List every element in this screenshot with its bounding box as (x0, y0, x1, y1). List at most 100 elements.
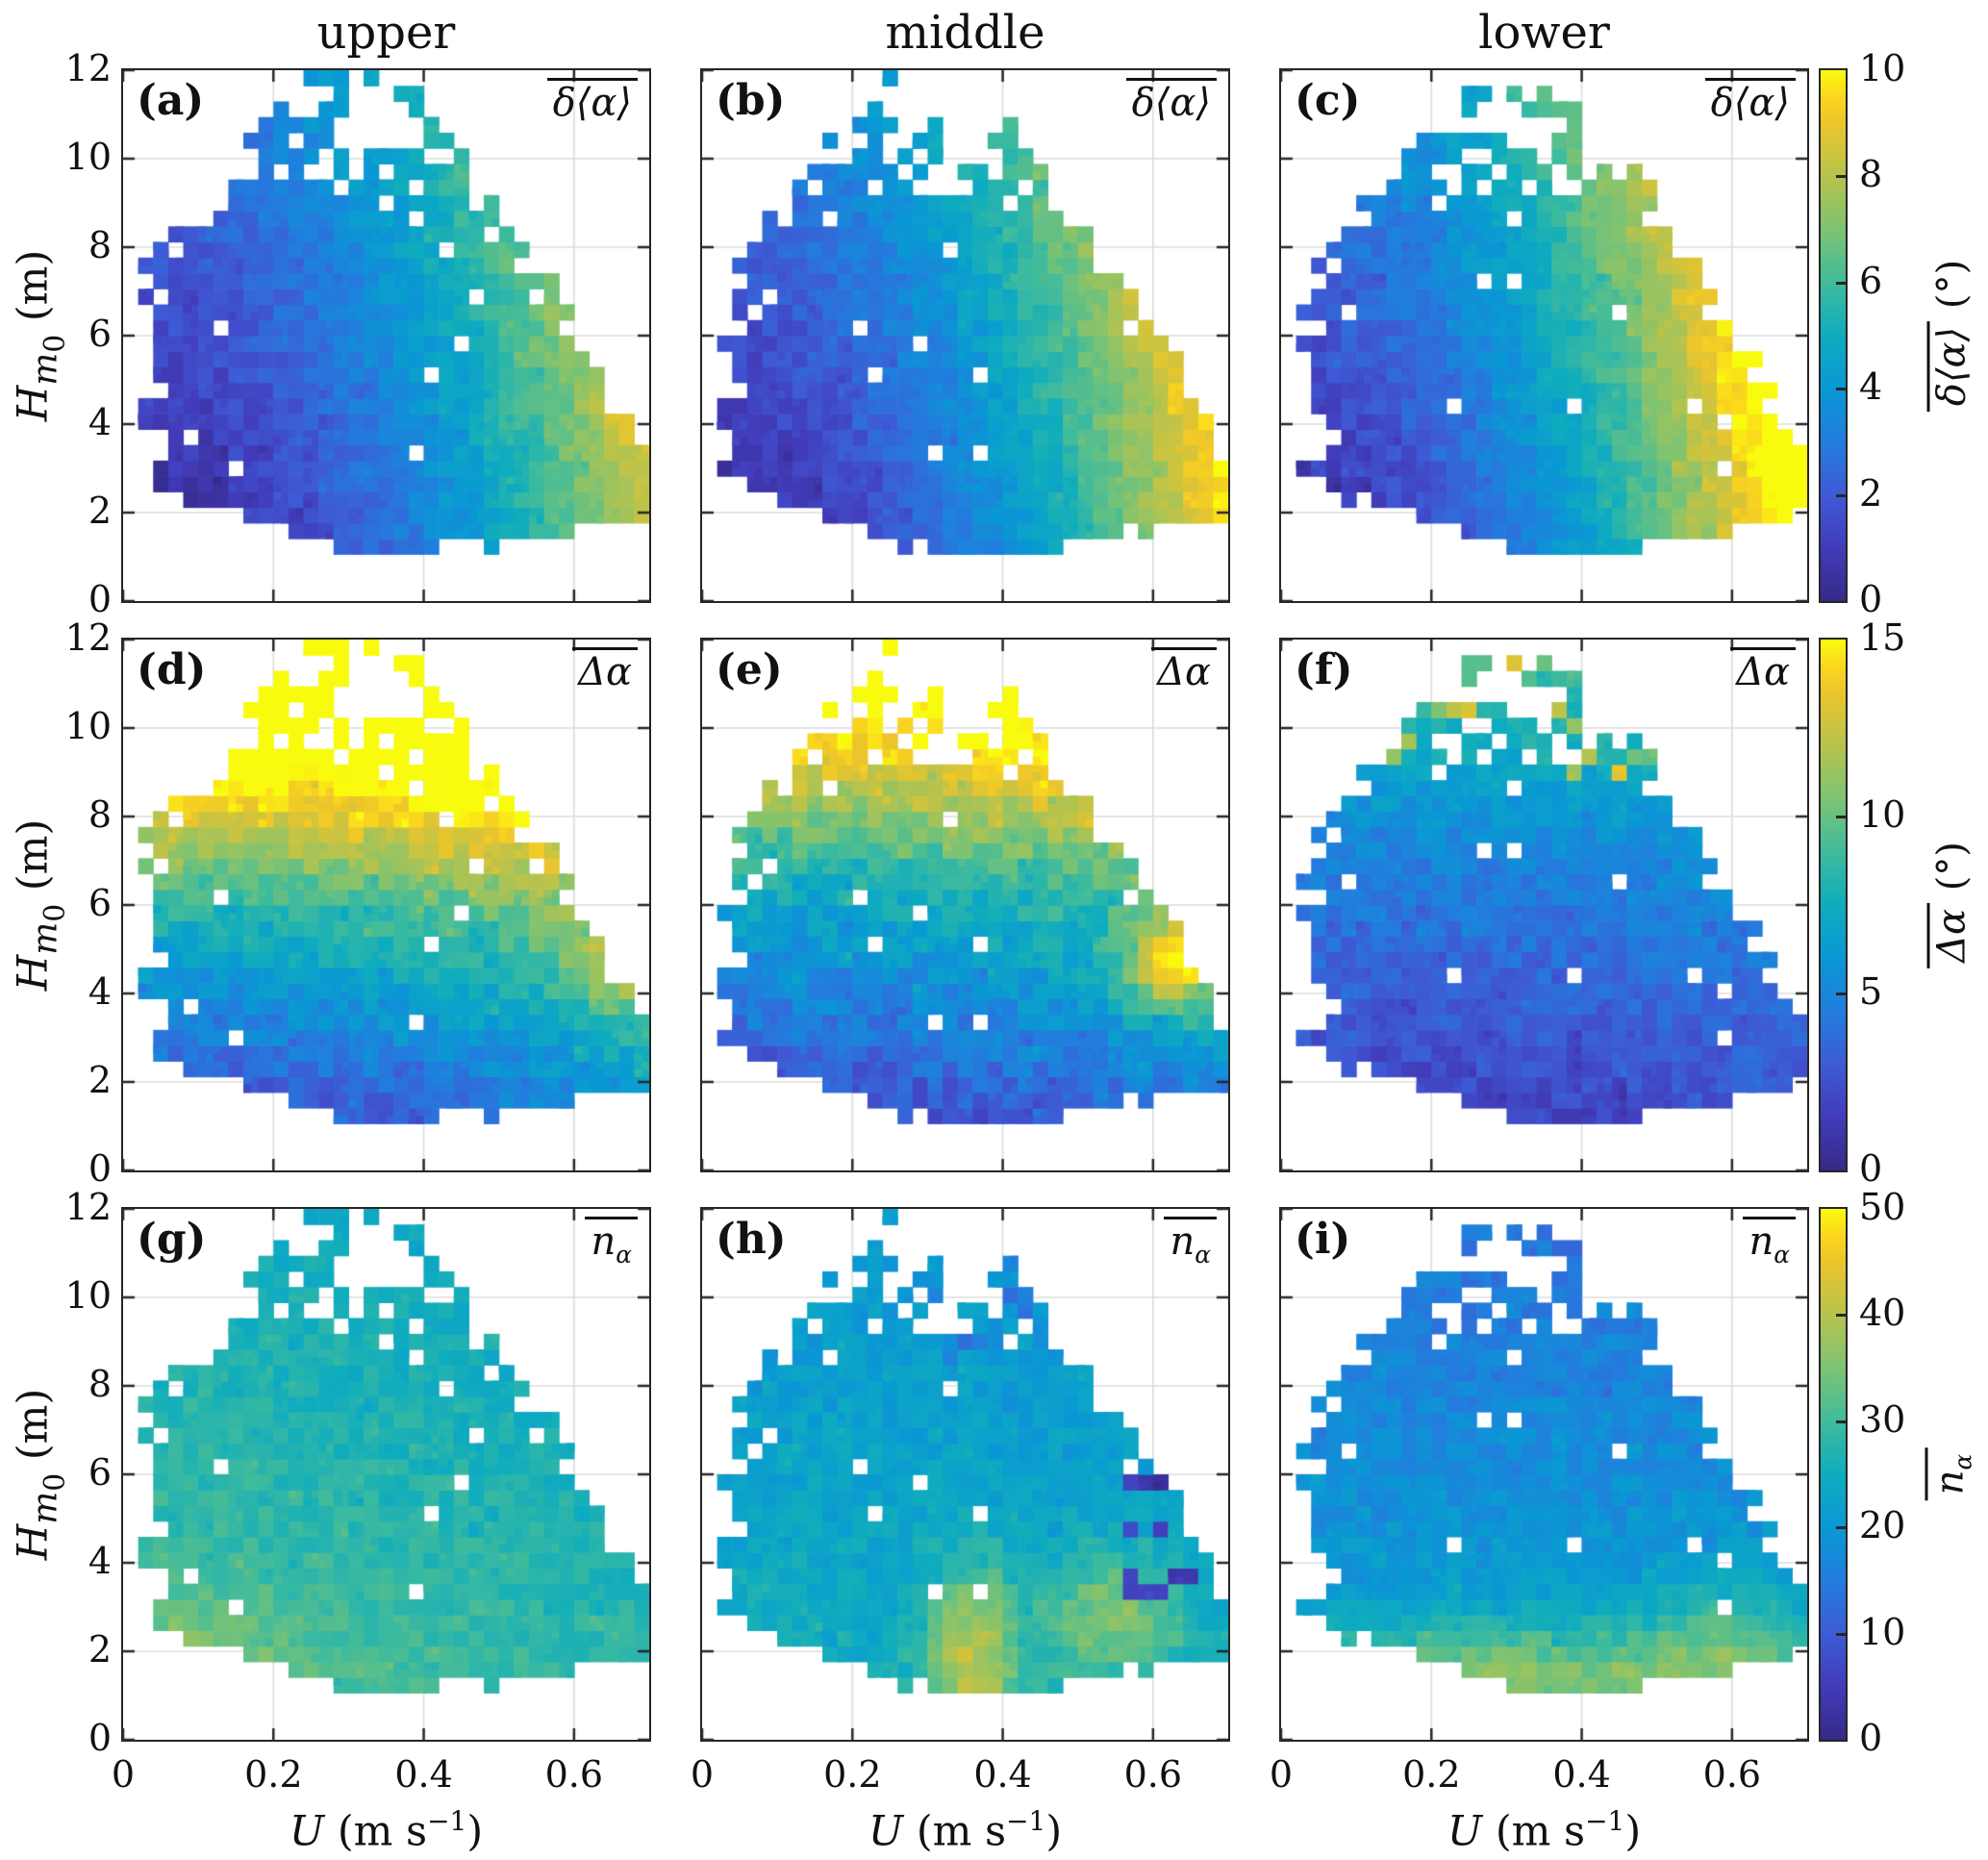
heatmap-panel-i: (i) nα (1279, 1207, 1809, 1742)
colorbar-tick (1836, 175, 1846, 179)
colorbar-tick-label: 4 (1859, 365, 1883, 409)
panel-letter: (d) (137, 645, 207, 694)
colorbar-tick-label: 30 (1859, 1397, 1906, 1441)
y-tick-label: 2 (88, 1628, 112, 1671)
overline: δ⟨α⟩ (1125, 78, 1217, 125)
heatmap-panel-h: (h) nα (700, 1207, 1230, 1742)
x-tick-label: 0.6 (1702, 1753, 1762, 1796)
panel-letter: (g) (137, 1215, 207, 1264)
y-tick-label: 0 (88, 1147, 112, 1190)
colorbar-tick (1836, 281, 1846, 285)
colorbar-tick (1836, 1314, 1846, 1318)
y-tick-label: 10 (64, 1274, 112, 1317)
xlabel-symbol: U (868, 1807, 904, 1856)
overline: Δα (1151, 647, 1217, 692)
heatmap-canvas-g (123, 1209, 649, 1740)
heatmap-panel-g: (g) nα (121, 1207, 651, 1742)
heatmap-panel-e: (e) Δα (700, 638, 1230, 1172)
colorbar-tick-label: 10 (1859, 47, 1906, 89)
heatmap-panel-d: (d) Δα (121, 638, 651, 1172)
y-tick-label: 10 (64, 136, 112, 178)
xlabel-symbol: U (1447, 1807, 1483, 1856)
colorbar-tick-label: 0 (1859, 1147, 1883, 1190)
heatmap-panel-f: (f) Δα (1279, 638, 1809, 1172)
panel-variable-tag: δ⟨α⟩ (1704, 78, 1796, 125)
tag-symbol: Δα (1157, 650, 1211, 694)
tag-symbol: n (1170, 1219, 1195, 1264)
y-tick-label: 2 (88, 1059, 112, 1101)
heatmap-canvas-b (702, 70, 1228, 601)
panel-letter: (c) (1295, 76, 1361, 125)
tag-symbol: n (1749, 1219, 1774, 1264)
x-tick-label: 0.2 (1402, 1753, 1461, 1796)
colorbar-tick-label: 6 (1859, 259, 1883, 302)
tag-symbol: δ⟨α⟩ (1131, 81, 1211, 125)
colorbar-tick (1836, 493, 1846, 497)
overline: δ⟨α⟩ (1704, 78, 1796, 125)
colorbar-tick-label: 15 (1859, 616, 1906, 659)
colorbar-tick-label: 0 (1859, 1717, 1883, 1759)
heatmap-canvas-e (702, 640, 1228, 1170)
y-tick-label: 4 (88, 970, 112, 1013)
y-tick-label: 8 (88, 1363, 112, 1405)
heatmap-panel-b: (b) δ⟨α⟩ (700, 68, 1230, 603)
heatmap-canvas-a (123, 70, 649, 601)
tag-symbol: δ⟨α⟩ (1710, 81, 1790, 125)
overline: Δα (572, 647, 638, 692)
overline: nα (1743, 1217, 1796, 1268)
y-tick-label: 6 (88, 1451, 112, 1494)
x-tick-label: 0 (111, 1753, 136, 1796)
colorbar-2 (1819, 1207, 1848, 1742)
tag-subscript: α (616, 1241, 632, 1269)
overline: δ⟨α⟩ (1926, 320, 1975, 413)
x-tick-label: 0.6 (544, 1753, 604, 1796)
colorbar-tick-label: 5 (1859, 970, 1883, 1013)
panel-variable-tag: nα (585, 1217, 638, 1268)
y-tick-label: 12 (64, 616, 112, 659)
heatmap-canvas-i (1281, 1209, 1807, 1740)
panel-letter: (f) (1295, 645, 1353, 694)
tag-subscript: α (1774, 1241, 1790, 1269)
x-axis-label: U (m s−1) (868, 1805, 1063, 1856)
panel-letter: (a) (137, 76, 205, 125)
x-tick-label: 0.2 (823, 1753, 882, 1796)
panel-variable-tag: Δα (1151, 647, 1217, 694)
tag-symbol: δ⟨α⟩ (552, 81, 632, 125)
tag-symbol: Δα (578, 650, 632, 694)
overline: Δα (1730, 647, 1796, 692)
heatmap-canvas-h (702, 1209, 1228, 1740)
colorbar-tick-label: 0 (1859, 578, 1883, 620)
panel-variable-tag: nα (1164, 1217, 1217, 1268)
xlabel-symbol: U (289, 1807, 325, 1856)
y-tick-label: 6 (88, 313, 112, 355)
tag-symbol: n (591, 1219, 617, 1264)
colorbar-axis-label: Δα (°) (1926, 842, 1975, 968)
y-tick-label: 12 (64, 47, 112, 89)
colorbar-tick (1836, 816, 1846, 818)
colorbar-tick-label: 10 (1859, 1610, 1906, 1653)
x-axis-label: U (m s−1) (289, 1805, 484, 1856)
heatmap-canvas-d (123, 640, 649, 1170)
colorbar-tick-label: 50 (1859, 1186, 1906, 1228)
column-title: upper (316, 6, 456, 60)
colorbar-1 (1819, 638, 1848, 1172)
panel-letter: (b) (716, 76, 786, 125)
colorbar-tick (1836, 388, 1846, 391)
y-tick-label: 0 (88, 578, 112, 620)
colorbar-tick (1836, 1526, 1846, 1530)
heatmap-canvas-f (1281, 640, 1807, 1170)
tag-symbol: Δα (1736, 650, 1790, 694)
y-tick-label: 10 (64, 705, 112, 747)
colorbar-axis-label: δ⟨α⟩ (°) (1926, 260, 1975, 413)
colorbar-axis-label: nα (1925, 1447, 1976, 1501)
x-tick-label: 0 (690, 1753, 715, 1796)
y-tick-label: 6 (88, 882, 112, 924)
colorbar-tick-label: 8 (1859, 153, 1883, 196)
panel-letter: (i) (1295, 1215, 1351, 1264)
panel-variable-tag: δ⟨α⟩ (1125, 78, 1217, 125)
colorbar-tick-label: 2 (1859, 471, 1883, 515)
heatmap-canvas-c (1281, 70, 1807, 601)
panel-variable-tag: Δα (1730, 647, 1796, 694)
overline: nα (1925, 1447, 1976, 1501)
